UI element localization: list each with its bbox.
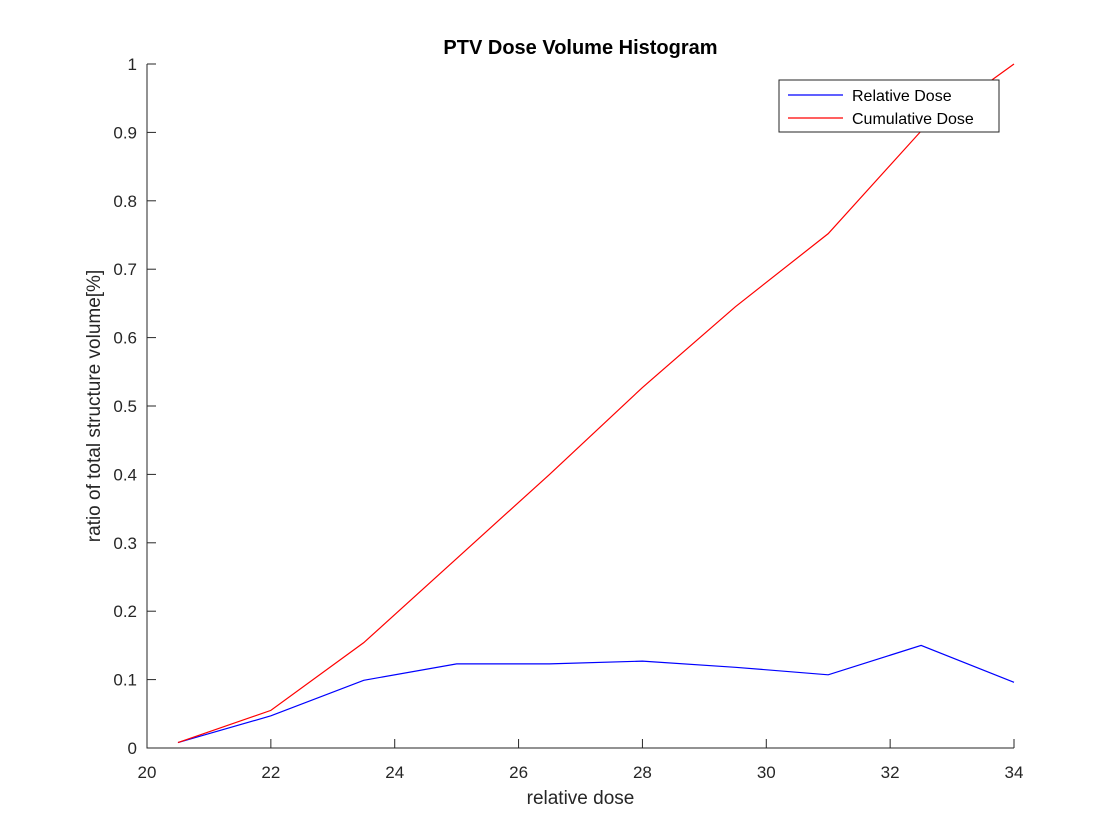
plot-area: 20 22 24 26 28 30 32 34 00.10.20.30.40.50.60.70…: [113, 55, 1023, 782]
y-tick-label: 0.4: [113, 465, 137, 484]
series-group: [177, 63, 1015, 744]
x-tick-label: 22: [261, 763, 280, 782]
legend-box: [778, 79, 1000, 133]
y-tick-label: 0.1: [113, 671, 137, 690]
series-line-relative-dose: [177, 644, 1015, 744]
y-tick-label: 0.8: [113, 192, 137, 211]
series-line-cumulative-dose: [177, 63, 1015, 744]
legend-label: Relative Dose: [852, 88, 952, 105]
x-tick-label: 32: [881, 763, 900, 782]
x-tick-label: 34: [1005, 763, 1024, 782]
x-tick-label: 30: [757, 763, 776, 782]
y-tick-label: 0.3: [113, 534, 137, 553]
y-tick-label: 0.2: [113, 602, 137, 621]
legend: Relative Dose Cumulative Dose: [778, 79, 1000, 133]
y-tick-label: 0.5: [113, 397, 137, 416]
x-tick-label: 24: [385, 763, 404, 782]
x-tick-label: 26: [509, 763, 528, 782]
y-tick-label: 0: [128, 739, 137, 758]
y-axis: 0 0.1 0.2 0.3 0.4 0.5 0.6 0.7 0.8 0.9 1: [113, 55, 156, 758]
x-axis: 20 22 24 26 28 30 32 34: [138, 739, 1024, 782]
axes-box: [146, 64, 1014, 749]
chart-title: PTV Dose Volume Histogram: [443, 37, 717, 59]
legend-label: Cumulative Dose: [852, 111, 974, 128]
y-tick-label: 0.7: [113, 260, 137, 279]
x-tick-label: 20: [138, 763, 157, 782]
x-tick-label: 28: [633, 763, 652, 782]
y-tick-label: 0.6: [113, 329, 137, 348]
y-axis-label: ratio of total structure volume[%]: [84, 270, 105, 542]
x-axis-label: relative dose: [527, 788, 635, 809]
y-tick-label: 1: [128, 55, 137, 74]
y-tick-label: 0.9: [113, 123, 137, 142]
